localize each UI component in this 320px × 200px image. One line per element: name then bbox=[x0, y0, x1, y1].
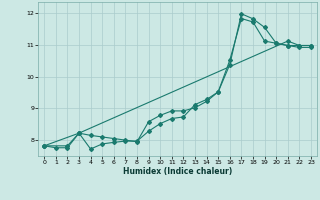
X-axis label: Humidex (Indice chaleur): Humidex (Indice chaleur) bbox=[123, 167, 232, 176]
